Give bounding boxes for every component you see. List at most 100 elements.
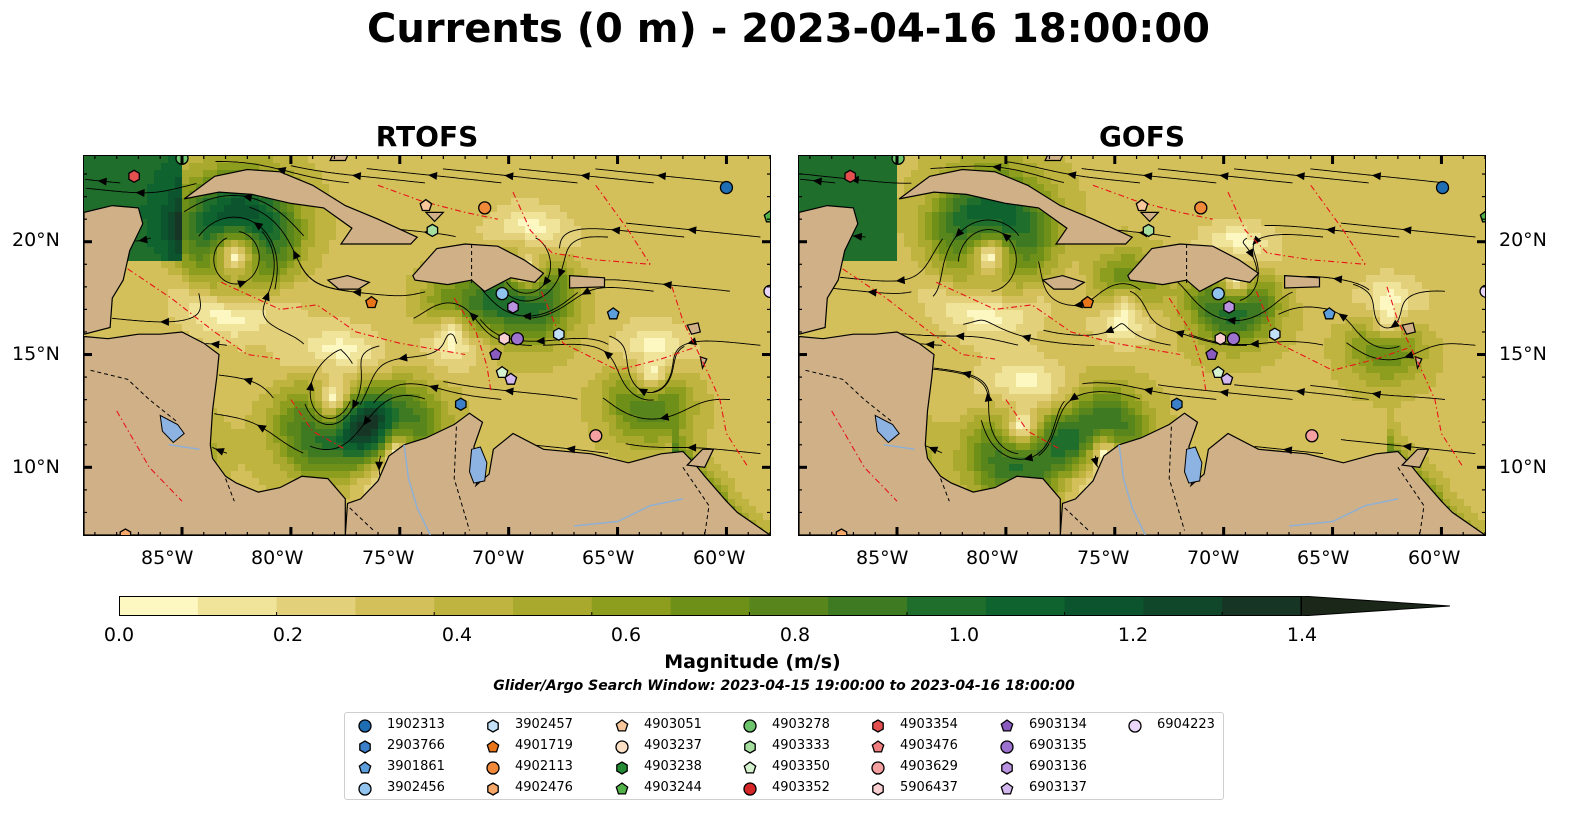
- lat-label-15n-right: 15°N: [1499, 343, 1547, 365]
- float-marker-5906437: [1214, 331, 1227, 346]
- float-marker-3901861: [606, 307, 620, 320]
- colorbar-segment-4: [434, 596, 514, 616]
- float-marker-6903134: [489, 347, 503, 361]
- rivers: [168, 444, 684, 535]
- lon-label-65w-rtofs: 65°W: [582, 547, 635, 569]
- colorbar-segment-7: [670, 596, 750, 616]
- lon-label-70w-rtofs: 70°W: [472, 547, 525, 569]
- float-marker-4903333: [1142, 223, 1155, 238]
- float-marker-4903051: [1135, 198, 1149, 212]
- legend-label: 4903244: [644, 780, 702, 795]
- legend-label: 3902456: [387, 780, 445, 795]
- eez-boundaries: [116, 184, 749, 502]
- legend-marker-4901719: [486, 740, 500, 753]
- float-marker-4902113: [478, 201, 492, 215]
- lon-label-60w-rtofs: 60°W: [693, 547, 746, 569]
- lat-label-20n-left: 20°N: [12, 229, 60, 251]
- colorbar-tick-0: 0.0: [103, 624, 135, 646]
- float-marker-6903137: [1220, 372, 1234, 385]
- colorbar-tick-4: 0.8: [779, 624, 811, 646]
- colorbar-extend-arrow: [1300, 596, 1450, 616]
- float-marker-1902313: [1435, 180, 1450, 195]
- legend-label: 6903135: [1029, 738, 1087, 753]
- colorbar-label: Magnitude (m/s): [664, 651, 841, 673]
- float-marker-6903137: [504, 372, 518, 385]
- colorbar-tick-1: 0.2: [272, 624, 304, 646]
- colorbar-segment-3: [355, 596, 435, 616]
- streamline-arrows: [812, 163, 1414, 467]
- float-marker-6903135: [510, 332, 525, 346]
- lat-label-20n-right: 20°N: [1499, 229, 1547, 251]
- float-marker-4903350: [495, 365, 509, 379]
- legend-marker-3902457: [487, 719, 499, 733]
- legend-label: 3901861: [387, 759, 445, 774]
- lat-label-10n-left: 10°N: [12, 456, 60, 478]
- legend-marker-4903237: [615, 740, 629, 754]
- legend-label: 4903629: [900, 759, 958, 774]
- colorbar-segment-1: [197, 596, 278, 616]
- legend-marker-6903134: [1000, 719, 1014, 732]
- panel-title-gofs: GOFS: [1098, 120, 1186, 153]
- legend-label: 4901719: [515, 738, 573, 753]
- float-marker-4903629: [589, 429, 603, 443]
- colorbar-segment-5: [513, 596, 593, 616]
- colorbar-tick-6: 1.2: [1117, 624, 1149, 646]
- land: [799, 156, 1485, 535]
- lon-label-80w-rtofs: 80°W: [251, 547, 304, 569]
- map-rtofs: [83, 155, 771, 536]
- float-marker-4903629: [1305, 429, 1319, 443]
- legend-marker-4903352: [743, 782, 757, 796]
- float-marker-3902456: [1211, 286, 1225, 301]
- colorbar-segment-13: [1143, 596, 1223, 616]
- colorbar: [119, 596, 1450, 616]
- colorbar-segment-12: [1064, 596, 1144, 616]
- lon-label-75w-rtofs: 75°W: [362, 547, 415, 569]
- float-marker-6903134: [1205, 347, 1219, 361]
- float-marker-3902457: [1268, 327, 1281, 341]
- colorbar-outline: [119, 596, 1302, 616]
- streamline-arrows: [97, 166, 697, 471]
- colorbar-segment-2: [276, 596, 356, 616]
- legend-label: 4903051: [644, 717, 702, 732]
- float-marker-4903051: [419, 198, 433, 212]
- float-marker-4903350: [1211, 365, 1225, 379]
- search-window-caption: Glider/Argo Search Window: 2023-04-15 19…: [493, 678, 1075, 694]
- legend-label: 6904223: [1157, 717, 1215, 732]
- colorbar-tick-5: 1.0: [948, 624, 980, 646]
- float-marker-4902476: [119, 528, 132, 535]
- colorbar-segment-6: [591, 596, 672, 616]
- legend-label: 3902457: [515, 717, 573, 732]
- country-borders: [90, 244, 710, 535]
- float-marker-4903354: [128, 169, 140, 184]
- colorbar-segment-11: [985, 596, 1066, 616]
- legend-marker-6903136: [1001, 761, 1013, 775]
- lon-label-70w-gofs: 70°W: [1187, 547, 1240, 569]
- legend-marker-5906437: [872, 782, 884, 796]
- lon-label-80w-gofs: 80°W: [966, 547, 1019, 569]
- legend-marker-2903766: [359, 740, 371, 754]
- lon-label-65w-gofs: 65°W: [1297, 547, 1350, 569]
- float-marker-5906437: [498, 331, 511, 346]
- float-marker-4903354: [844, 169, 857, 184]
- legend-marker-3901861: [358, 761, 372, 774]
- colorbar-segment-14: [1222, 596, 1302, 616]
- colorbar-segment-10: [907, 596, 987, 616]
- legend-marker-4903278: [743, 719, 757, 733]
- float-marker-4902113: [1194, 201, 1208, 215]
- lat-label-10n-right: 10°N: [1499, 456, 1547, 478]
- frame-ticks: [799, 156, 1485, 535]
- figure-title: Currents (0 m) - 2023-04-16 18:00:00: [367, 6, 1210, 52]
- legend-marker-4903244: [615, 782, 629, 795]
- legend-marker-4903629: [871, 761, 885, 775]
- frame-ticks: [84, 156, 770, 535]
- float-marker-3902456: [495, 286, 509, 301]
- eez-boundaries: [831, 184, 1464, 502]
- colorbar-segment-9: [828, 596, 908, 616]
- float-marker-6904223: [763, 284, 770, 299]
- float-positions: [119, 156, 770, 535]
- gofs-current-map: [799, 156, 1485, 535]
- legend-label: 4903238: [644, 759, 702, 774]
- float-marker-4902476: [835, 528, 848, 535]
- legend-label: 4903350: [772, 759, 830, 774]
- legend-label: 4903278: [772, 717, 830, 732]
